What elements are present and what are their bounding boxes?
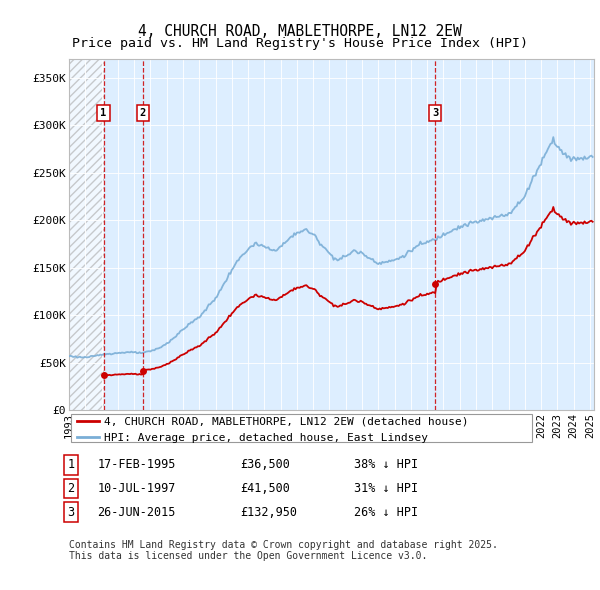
- Text: £132,950: £132,950: [240, 506, 297, 519]
- Text: HPI: Average price, detached house, East Lindsey: HPI: Average price, detached house, East…: [104, 432, 428, 442]
- Text: 3: 3: [67, 506, 74, 519]
- Text: 31% ↓ HPI: 31% ↓ HPI: [354, 482, 418, 495]
- Text: 1: 1: [100, 109, 107, 119]
- FancyBboxPatch shape: [71, 414, 532, 442]
- Text: 17-FEB-1995: 17-FEB-1995: [97, 458, 176, 471]
- Text: 26% ↓ HPI: 26% ↓ HPI: [354, 506, 418, 519]
- Text: 2: 2: [67, 482, 74, 495]
- Text: 4, CHURCH ROAD, MABLETHORPE, LN12 2EW (detached house): 4, CHURCH ROAD, MABLETHORPE, LN12 2EW (d…: [104, 417, 469, 427]
- Text: Contains HM Land Registry data © Crown copyright and database right 2025.
This d: Contains HM Land Registry data © Crown c…: [69, 540, 498, 562]
- Text: £41,500: £41,500: [240, 482, 290, 495]
- Text: £36,500: £36,500: [240, 458, 290, 471]
- Text: 3: 3: [432, 109, 438, 119]
- Bar: [69, 59, 104, 410]
- Text: 26-JUN-2015: 26-JUN-2015: [97, 506, 176, 519]
- Text: 10-JUL-1997: 10-JUL-1997: [97, 482, 176, 495]
- Text: 38% ↓ HPI: 38% ↓ HPI: [354, 458, 418, 471]
- Text: 1: 1: [67, 458, 74, 471]
- Text: 4, CHURCH ROAD, MABLETHORPE, LN12 2EW: 4, CHURCH ROAD, MABLETHORPE, LN12 2EW: [138, 24, 462, 38]
- Text: Price paid vs. HM Land Registry's House Price Index (HPI): Price paid vs. HM Land Registry's House …: [72, 37, 528, 50]
- Text: 2: 2: [140, 109, 146, 119]
